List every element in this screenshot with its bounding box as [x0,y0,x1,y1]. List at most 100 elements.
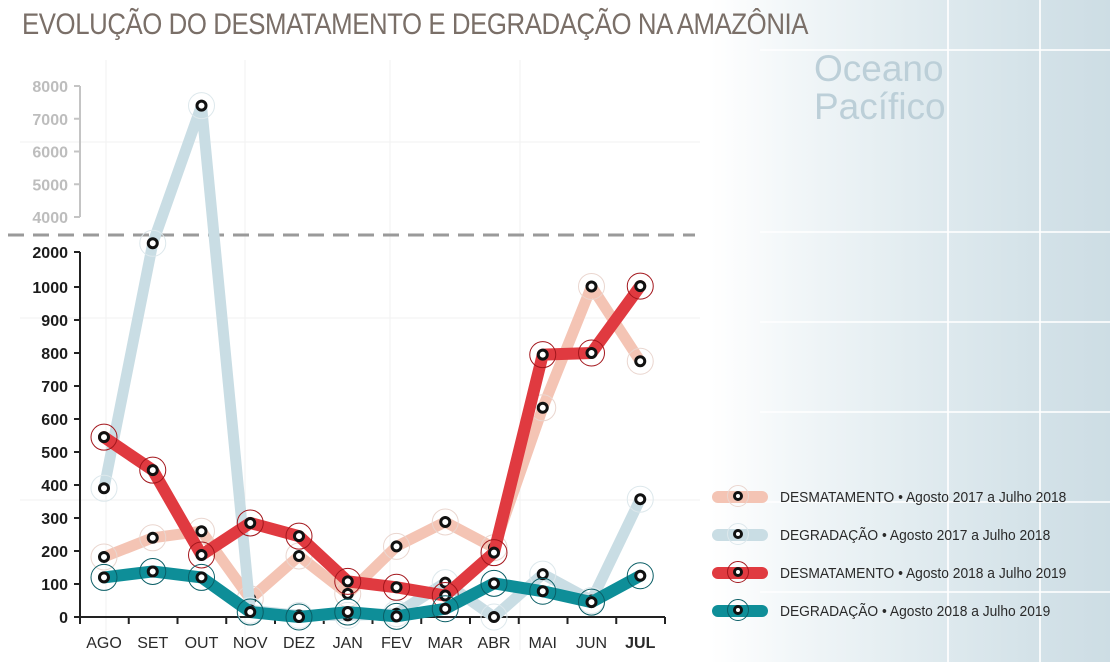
ocean-label-line-2: Pacífico [814,86,946,127]
data-point [480,539,508,567]
data-point-ring [236,598,264,626]
data-point-marker [585,347,598,359]
data-point-marker [341,575,354,588]
data-point-marker [195,548,208,561]
data-point-ring [480,569,508,597]
y-tick-label: 800 [41,346,68,363]
legend-swatch [710,599,770,623]
series-line-desmatamento_2018 [98,280,647,602]
ocean-label-line-1: Oceano [814,48,944,89]
data-point-marker [488,546,500,559]
legend-swatch [710,523,770,547]
y-tick-label: 400 [41,478,68,495]
series-line-desmatamento_2017 [98,280,646,605]
data-point-ring [334,567,362,595]
data-point [236,509,264,537]
data-point [626,347,654,375]
data-point [529,341,557,369]
data-point [285,603,313,631]
series-line-degradacao_2018 [98,565,647,623]
x-tick-label: SET [137,635,168,652]
data-point [139,456,167,484]
legend-marker-icon [733,605,743,615]
data-point-marker [390,581,403,594]
data-point-ring [90,474,118,502]
data-point-ring [90,543,118,571]
data-point-marker [634,493,647,506]
data-point-ring [529,341,557,369]
x-tick-label: DEZ [283,635,315,652]
data-point-ring [139,456,167,484]
data-point-marker [634,355,647,368]
data-point [285,522,313,550]
data-point [90,474,118,502]
data-point-ring [431,595,459,623]
data-point-ring [626,562,654,590]
legend-marker-icon [733,529,743,539]
data-point [334,598,362,626]
gridlines [20,60,700,650]
data-point-marker [634,569,647,582]
series-degradacao_2017 [90,92,654,631]
data-point-marker [195,571,208,584]
y-tick-label: 700 [41,379,68,396]
data-point-ring [285,522,313,550]
data-point-marker [390,610,403,623]
data-point [90,423,118,451]
data-point-ring [480,603,508,631]
data-point-ring [383,573,410,601]
data-point-marker [146,531,159,544]
legend-item-degradacao-2018: DEGRADAÇÃO • Agosto 2018 a Julho 2019 [710,592,1091,630]
chart-title: EVOLUÇÃO DO DESMATAMENTO E DEGRADAÇÃO NA… [22,8,809,41]
data-point-marker [98,482,110,495]
y-tick-label: 900 [41,313,68,330]
data-point [188,541,215,569]
data-point-ring [578,339,605,367]
data-point-ring [578,588,605,616]
x-tick-label: MAI [529,635,557,652]
series-layer [90,92,654,631]
x-tick-label: JUL [625,635,655,652]
data-point-marker [146,565,159,578]
x-tick-label: JAN [333,635,363,652]
data-point [90,563,118,591]
data-point-ring [626,347,654,375]
x-tick-label: ABR [478,635,511,652]
y-tick-label: 200 [41,544,68,561]
data-point-marker [195,525,208,538]
legend-marker-ring-icon [727,523,749,545]
data-point-ring [529,577,557,605]
data-point [626,562,654,590]
data-point-ring [90,563,118,591]
data-point-ring [90,423,118,451]
y-tick-label: 300 [41,511,68,528]
legend-marker-ring-icon [727,485,749,507]
x-tick-label: OUT [185,635,219,652]
y-tick-label: 500 [41,445,68,462]
legend-item-degradacao-2017: DEGRADAÇÃO • Agosto 2017 a Julho 2018 [710,516,1091,554]
series-degradacao_2018 [90,557,654,631]
ocean-label: Oceano Pacífico [814,50,946,126]
data-point [431,595,459,623]
data-point-ring [578,272,605,300]
data-point-ring [431,508,459,536]
data-point-marker [146,464,159,477]
data-point-marker [293,611,305,623]
data-point-marker [244,606,257,619]
data-point-ring [626,272,654,300]
data-point [529,577,557,605]
data-point-marker [146,237,159,250]
data-point-marker [488,611,500,623]
data-point [90,543,118,571]
data-point-ring [236,509,264,537]
data-point-marker [244,516,257,529]
data-point-ring [480,539,508,567]
data-point-marker [293,530,305,543]
data-point-marker [488,577,500,590]
data-point [626,272,654,300]
y-tick-label: 0 [59,610,68,627]
legend-marker-icon [733,491,743,501]
data-point [480,603,508,631]
y-tick-label: 8000 [32,79,68,96]
data-point-marker [536,401,549,414]
